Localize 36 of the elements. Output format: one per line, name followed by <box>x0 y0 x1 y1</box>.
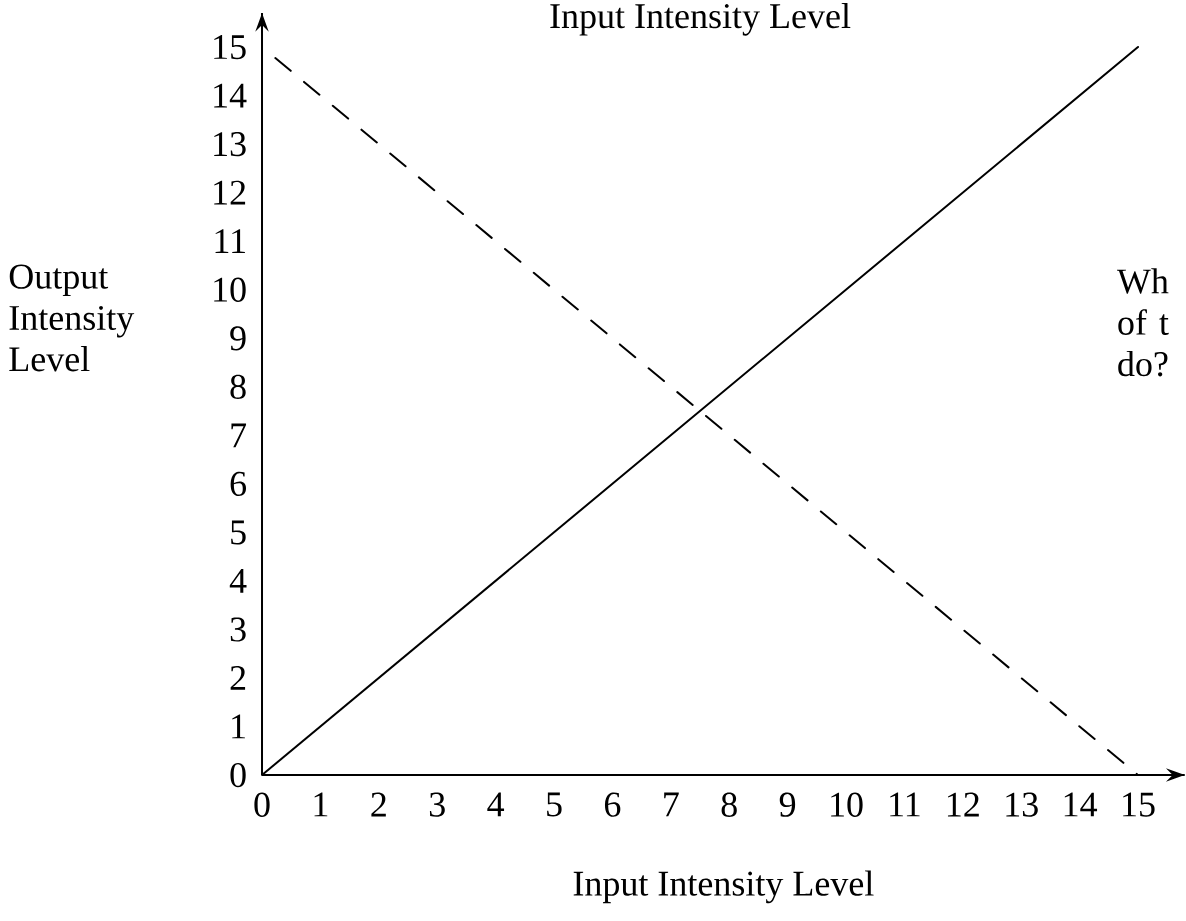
x-tick-label: 12 <box>947 792 979 817</box>
y-tick-label: 12 <box>214 180 246 205</box>
y-tick-label: 3 <box>230 617 246 642</box>
x-tick-label: 6 <box>604 792 621 817</box>
y-tick-label: 10 <box>214 277 246 302</box>
y-tick-label: 4 <box>229 569 247 593</box>
x-tick-label: 9 <box>779 792 796 817</box>
chart-title: Input Intensity Level <box>550 2 851 36</box>
y-tick-label: 13 <box>214 132 246 157</box>
x-tick-label: 5 <box>547 792 562 817</box>
annotation: Wh of t do? <box>1116 268 1169 377</box>
y-tick-label: 0 <box>230 762 246 788</box>
y-tick-label: 11 <box>215 229 245 253</box>
x-axis-title: Input Intensity Level <box>573 870 874 904</box>
y-tick-label: 7 <box>231 423 247 448</box>
x-tick-label: 13 <box>1006 792 1038 817</box>
y-tick-label: 14 <box>214 83 247 108</box>
x-tick-label: 4 <box>487 792 505 817</box>
y-tick-label: 8 <box>230 374 246 399</box>
x-tick-label: 0 <box>254 792 270 817</box>
x-tick-label: 14 <box>1064 792 1098 817</box>
x-tick-label: 3 <box>429 792 445 817</box>
y-tick-label: 6 <box>230 471 247 497</box>
x-tick-label: 1 <box>314 792 328 817</box>
x-tick-label: 10 <box>831 792 863 817</box>
y-tick-label: 1 <box>232 714 245 739</box>
x-tick-label: 2 <box>371 792 386 817</box>
y-axis-title: Output Intensity Level <box>9 264 135 372</box>
x-tick-label: 7 <box>664 792 679 817</box>
x-tick-label: 8 <box>721 792 737 817</box>
y-tick-label: 9 <box>230 326 246 351</box>
y-tick-label: 2 <box>230 665 246 690</box>
y-tick-label: 15 <box>214 35 246 60</box>
x-tick-label: 11 <box>890 792 920 817</box>
x-tick-label: 15 <box>1123 792 1155 817</box>
y-tick-label: 5 <box>231 520 246 545</box>
